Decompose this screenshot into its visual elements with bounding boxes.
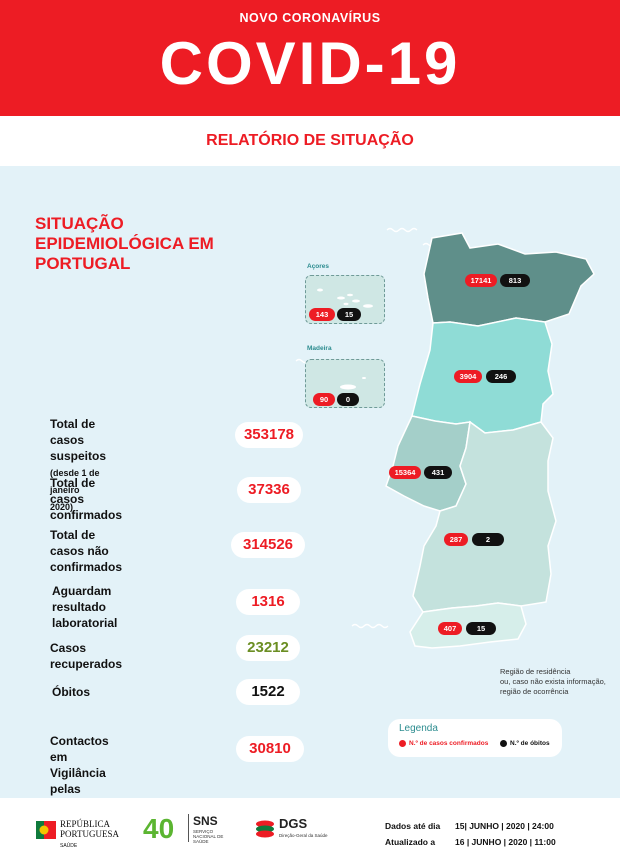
republica-sub: SAÚDE bbox=[60, 843, 78, 849]
alentejo-deaths-badge: 2 bbox=[472, 533, 504, 546]
stat-value-awaiting-lab: 1316 bbox=[236, 589, 300, 615]
republica-portuguesa-logo: REPÚBLICA PORTUGUESA SAÚDE bbox=[36, 817, 136, 853]
updated-label: Atualizado a bbox=[385, 837, 436, 847]
dgs-name: DGS bbox=[279, 816, 308, 831]
situation-title: SITUAÇÃO EPIDEMIOLÓGICA EM PORTUGAL bbox=[35, 214, 255, 274]
stat-value-contacts: 30810 bbox=[236, 736, 304, 762]
dgs-logo: DGS Direção-Geral da Saúde bbox=[254, 816, 334, 846]
lisboa-deaths-badge: 431 bbox=[424, 466, 452, 479]
region-lisboa bbox=[385, 415, 471, 512]
footer: REPÚBLICA PORTUGUESA SAÚDE 40 SNS SERVIÇ… bbox=[0, 798, 620, 861]
norte-cases-badge: 17141 bbox=[465, 274, 497, 287]
stat-value-not-confirmed: 314526 bbox=[231, 532, 305, 558]
dgs-emblem-icon bbox=[256, 820, 274, 838]
stat-label: Total de casos suspeitos (desde 1 de jan… bbox=[50, 417, 107, 512]
algarve-deaths-badge: 15 bbox=[466, 622, 496, 635]
republica-line1: REPÚBLICA bbox=[60, 819, 111, 829]
centro-deaths-badge: 246 bbox=[486, 370, 516, 383]
legend-cases: N.º de casos confirmados bbox=[399, 740, 488, 747]
data-until-label: Dados até dia bbox=[385, 821, 441, 831]
updated-value: 16 | JUNHO | 2020 | 11:00 bbox=[455, 837, 556, 847]
lisboa-cases-badge: 15364 bbox=[389, 466, 421, 479]
norte-deaths-badge: 813 bbox=[500, 274, 530, 287]
header-banner: NOVO CORONAVÍRUS COVID-19 bbox=[0, 0, 620, 116]
stat-value-suspected: 353178 bbox=[235, 422, 303, 448]
flag-emblem-icon bbox=[36, 821, 56, 839]
algarve-cases-badge: 407 bbox=[438, 622, 462, 635]
situation-title-line: EPIDEMIOLÓGICA EM bbox=[35, 234, 214, 253]
sns-sub: SERVIÇO NACIONAL DE SAÚDE bbox=[193, 829, 224, 844]
stat-label: Casos recuperados bbox=[50, 641, 123, 671]
azores-islands-icon bbox=[317, 288, 373, 308]
portugal-map bbox=[385, 232, 595, 649]
situation-panel: SITUAÇÃO EPIDEMIOLÓGICA EM PORTUGAL Tota… bbox=[0, 166, 620, 828]
sns-logo: 40 SNS SERVIÇO NACIONAL DE SAÚDE bbox=[143, 814, 239, 848]
stat-label: Total de casos não confirmados bbox=[50, 528, 123, 574]
dgs-sub: Direção-Geral da Saúde bbox=[279, 833, 328, 838]
legend-title: Legenda bbox=[399, 723, 438, 734]
header-subtitle: NOVO CORONAVÍRUS bbox=[239, 11, 381, 25]
header-title: COVID-19 bbox=[159, 30, 461, 97]
black-dot-icon bbox=[500, 740, 507, 747]
map-note: Região de residência ou, caso não exista… bbox=[500, 667, 606, 696]
map-legend: Legenda N.º de casos confirmados N.º de … bbox=[388, 719, 562, 757]
madeira-islands-icon bbox=[340, 377, 366, 390]
legend-deaths: N.º de óbitos bbox=[500, 740, 550, 747]
stat-value-recovered: 23212 bbox=[236, 635, 300, 661]
madeira-deaths-badge: 0 bbox=[337, 393, 359, 406]
situation-title-line: SITUAÇÃO bbox=[35, 214, 124, 233]
azores-deaths-badge: 15 bbox=[337, 308, 361, 321]
stat-value-confirmed: 37336 bbox=[237, 477, 301, 503]
stat-label: Óbitos bbox=[52, 685, 90, 699]
stat-label: Total de casos confirmados bbox=[50, 476, 123, 522]
azores-label: Açores bbox=[307, 263, 330, 270]
republica-line2: PORTUGUESA bbox=[60, 829, 119, 839]
sns-name: SNS bbox=[193, 814, 218, 828]
azores-cases-badge: 143 bbox=[309, 308, 335, 321]
stat-label: Aguardam resultado laboratorial bbox=[52, 584, 118, 630]
alentejo-cases-badge: 287 bbox=[444, 533, 468, 546]
red-dot-icon bbox=[399, 740, 406, 747]
data-until-value: 15| JUNHO | 2020 | 24:00 bbox=[455, 821, 554, 831]
report-title-bar: RELATÓRIO DE SITUAÇÃO bbox=[0, 116, 620, 166]
situation-title-line: PORTUGAL bbox=[35, 254, 131, 273]
madeira-cases-badge: 90 bbox=[313, 393, 335, 406]
stat-value-deaths: 1522 bbox=[236, 679, 300, 705]
centro-cases-badge: 3904 bbox=[454, 370, 482, 383]
report-title: RELATÓRIO DE SITUAÇÃO bbox=[206, 132, 414, 149]
region-centro bbox=[411, 317, 554, 434]
sns-40-years: 40 bbox=[143, 813, 175, 844]
madeira-label: Madeira bbox=[307, 345, 332, 352]
